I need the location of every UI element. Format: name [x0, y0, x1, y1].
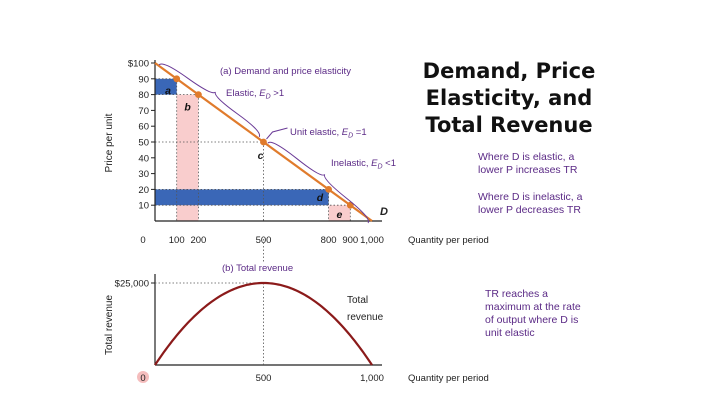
demand-y-tick-label-5: 50 — [138, 138, 149, 149]
area-label-b: b — [184, 101, 191, 113]
demand-y-tick-label-1: 90 — [138, 74, 149, 85]
tr-x-tick-label-0: 0 — [140, 373, 145, 384]
elastic-annotation: Elastic, ED >1 — [226, 88, 284, 101]
note-tr-max-line-1: TR reaches a — [485, 288, 549, 300]
tr-y-tick-label-0: $25,000 — [115, 279, 149, 290]
area-label-d: d — [317, 192, 324, 204]
demand-y-tick-label-7: 30 — [138, 169, 149, 180]
demand-x-tick-label-0: 0 — [140, 235, 145, 246]
demand-point-2 — [260, 138, 267, 146]
note-inelastic-line-2: lower P decreases TR — [478, 204, 581, 216]
demand-x-tick-label-4: 800 — [321, 235, 337, 246]
demand-y-axis-label: Price per unit — [104, 113, 115, 172]
demand-y-tick-label-0: $100 — [128, 59, 149, 70]
demand-curve-label: D — [380, 206, 388, 218]
revenue-area-a — [155, 78, 177, 95]
title-line-1: Demand, Price — [422, 59, 596, 83]
title-line-2: Elasticity, and — [425, 86, 593, 110]
note-elastic: Where D is elastic, a lower P increases … — [478, 151, 577, 177]
note-tr-max-line-2: maximum at the rate — [485, 301, 581, 313]
unit-elastic-leader — [266, 127, 288, 140]
tr-y-axis-label: Total revenue — [104, 295, 115, 355]
tr-curve-label-line-2: revenue — [347, 312, 384, 323]
tr-x-tick-label-1: 500 — [256, 373, 272, 384]
demand-x-tick-label-6: 1,000 — [360, 235, 384, 246]
elastic-brace — [158, 63, 261, 138]
demand-x-axis-label: Quantity per period — [408, 235, 489, 246]
demand-x-tick-label-3: 500 — [256, 235, 272, 246]
tr-curve — [154, 281, 373, 366]
demand-point-1 — [195, 91, 202, 98]
area-label-e: e — [337, 209, 343, 221]
note-tr-max-line-4: unit elastic — [485, 327, 535, 339]
tr-x-tick-label-2: 1,000 — [360, 373, 384, 384]
demand-y-tick-label-4: 60 — [138, 122, 149, 133]
demand-point-4 — [346, 201, 354, 209]
revenue-area-e — [328, 205, 351, 221]
demand-point-3 — [325, 186, 332, 193]
note-tr-max: TR reaches a maximum at the rate of outp… — [485, 288, 581, 340]
inelastic-annotation: Inelastic, ED <1 — [331, 158, 396, 171]
demand-y-tick-label-2: 80 — [138, 90, 149, 101]
demand-y-tick-label-6: 40 — [138, 153, 149, 164]
demand-x-tick-label-2: 200 — [190, 235, 206, 246]
demand-x-tick-label-1: 100 — [169, 235, 185, 246]
note-tr-max-line-3: of output where D is — [485, 314, 579, 326]
demand-y-tick-label-8: 20 — [138, 185, 149, 196]
demand-x-tick-label-5: 900 — [342, 235, 358, 246]
tr-curve-label-line-1: Total — [347, 295, 368, 306]
revenue-area-d — [155, 189, 329, 206]
note-elastic-line-2: lower P increases TR — [478, 164, 578, 176]
note-elastic-line-1: Where D is elastic, a — [478, 151, 575, 163]
slide-title: Demand, Price Elasticity, and Total Reve… — [404, 58, 614, 139]
unit-elastic-point-label: c — [258, 150, 264, 162]
demand-y-tick-label-9: 10 — [138, 201, 149, 212]
inelastic-brace — [267, 141, 369, 224]
title-line-3: Total Revenue — [425, 113, 593, 137]
origin-highlight-dot — [137, 371, 149, 383]
note-inelastic-line-1: Where D is inelastic, a — [478, 191, 583, 203]
area-label-a: a — [165, 85, 171, 97]
unit-elastic-annotation: Unit elastic, ED =1 — [290, 127, 367, 140]
note-inelastic: Where D is inelastic, a lower P decrease… — [478, 191, 582, 217]
demand-point-0 — [173, 75, 181, 83]
demand-y-tick-label-3: 70 — [138, 106, 149, 117]
tr-panel-title: (b) Total revenue — [222, 263, 293, 274]
tr-x-axis-label: Quantity per period — [408, 373, 489, 384]
demand-panel-title: (a) Demand and price elasticity — [220, 66, 351, 77]
